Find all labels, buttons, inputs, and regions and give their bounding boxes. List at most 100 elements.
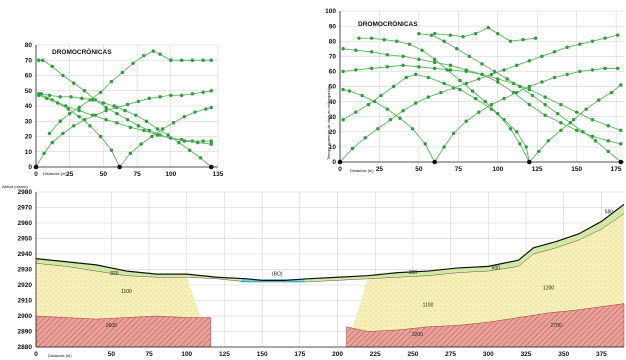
y-tick-label: 2910 (18, 298, 33, 305)
data-point (385, 65, 390, 69)
data-point (385, 53, 390, 57)
y-tick-label: 2940 (18, 251, 33, 258)
data-point (593, 139, 598, 143)
y-tick-label: 2930 (18, 267, 33, 274)
velocity-label: 300 (409, 270, 418, 276)
y-tick-label: 2920 (18, 282, 33, 289)
data-point (125, 102, 130, 107)
y-tick-label: 0 (28, 164, 32, 171)
x-tick-label: 125 (532, 166, 543, 173)
data-point (581, 130, 585, 134)
x-tick-label: 75 (145, 351, 153, 358)
data-point (128, 151, 133, 155)
data-point (571, 118, 576, 122)
shot-point (432, 159, 437, 165)
data-point (442, 145, 446, 149)
data-point (461, 34, 465, 39)
data-point (486, 25, 491, 30)
y-tick-label: 100 (325, 8, 336, 15)
data-point (404, 75, 408, 80)
y-tick-label: 2890 (18, 329, 33, 336)
data-point (609, 90, 614, 95)
data-point (565, 72, 569, 77)
data-point (171, 121, 176, 125)
series-8 (357, 36, 532, 164)
chart-3-y-label: Altitud (msnm) (2, 184, 28, 189)
series-line (38, 93, 212, 145)
chart-2-frame (339, 11, 624, 163)
data-point (151, 49, 155, 53)
data-point (179, 58, 184, 62)
velocity-label: 1200 (543, 286, 554, 292)
chart-2-title: DROMOCRÓNICAS (358, 19, 418, 28)
data-point (341, 87, 345, 92)
data-point (209, 105, 213, 110)
data-point (458, 78, 462, 83)
data-point (432, 57, 437, 62)
data-point (47, 93, 52, 98)
data-point (448, 63, 453, 68)
data-point (496, 111, 500, 116)
data-point (196, 140, 200, 145)
data-point (543, 113, 547, 117)
data-point (619, 83, 623, 87)
shot-point (337, 159, 343, 165)
data-point (42, 151, 46, 155)
data-point (341, 69, 345, 74)
data-point (47, 131, 52, 136)
data-point (80, 96, 84, 101)
data-point (606, 149, 610, 154)
data-point (448, 33, 453, 37)
chart-1-frame (35, 45, 218, 168)
data-point (445, 68, 449, 72)
velocity-label: 3200 (412, 332, 423, 338)
data-point (552, 75, 557, 80)
data-point (496, 31, 500, 36)
data-point (559, 128, 563, 132)
data-point (104, 118, 108, 122)
x-tick-label: 350 (558, 351, 569, 358)
data-point (366, 102, 371, 107)
x-tick-label: 25 (376, 166, 384, 173)
data-point (177, 140, 181, 145)
data-point (58, 119, 62, 123)
series-3 (338, 33, 620, 164)
series-9 (417, 31, 623, 164)
data-point (158, 95, 162, 99)
data-point (182, 139, 186, 143)
data-point (373, 99, 377, 104)
data-point (417, 57, 421, 62)
data-point (464, 69, 468, 74)
layer-boundary-line (35, 213, 625, 283)
y-tick-label: 40 (329, 99, 337, 106)
data-point (508, 39, 513, 43)
y-tick-label: 2880 (18, 344, 33, 351)
data-point (556, 111, 560, 116)
data-point (125, 118, 130, 122)
data-point (518, 84, 522, 89)
data-point (464, 119, 468, 123)
data-point (480, 62, 484, 66)
data-point (142, 53, 146, 58)
rock-layer-right (346, 303, 625, 348)
data-point (477, 77, 481, 81)
data-point (369, 50, 374, 54)
data-point (131, 61, 135, 65)
data-point (574, 110, 579, 114)
data-point (467, 54, 472, 58)
data-point (606, 124, 610, 128)
data-point (193, 110, 197, 114)
x-tick-label: 100 (492, 166, 503, 173)
data-point (505, 77, 509, 81)
data-point (527, 84, 532, 89)
data-point (489, 72, 494, 77)
data-point (104, 108, 108, 113)
data-point (552, 50, 557, 54)
data-point (473, 96, 478, 101)
x-tick-label: 25 (66, 171, 74, 178)
series-line (35, 90, 212, 168)
data-point (136, 124, 141, 128)
data-point (363, 136, 367, 140)
data-point (82, 89, 87, 93)
y-tick-label: 2960 (18, 220, 33, 227)
